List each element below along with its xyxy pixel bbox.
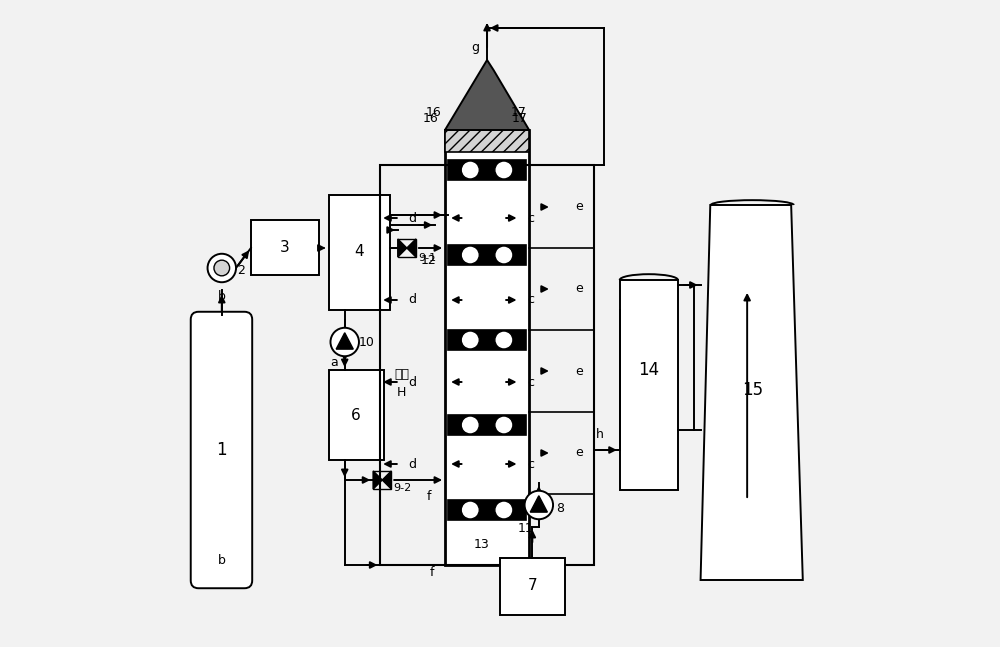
Ellipse shape xyxy=(495,501,513,519)
Bar xyxy=(445,130,529,565)
Polygon shape xyxy=(701,205,803,580)
Bar xyxy=(448,415,526,435)
Text: e: e xyxy=(575,364,583,377)
Polygon shape xyxy=(407,239,416,257)
Text: c: c xyxy=(528,457,535,470)
Text: h: h xyxy=(596,428,604,441)
Text: b: b xyxy=(218,553,226,567)
Text: 9-1: 9-1 xyxy=(418,253,437,263)
Text: 8: 8 xyxy=(556,501,564,514)
Ellipse shape xyxy=(461,331,479,349)
Text: d: d xyxy=(409,457,417,470)
Polygon shape xyxy=(373,471,382,489)
Text: c: c xyxy=(528,375,535,388)
Circle shape xyxy=(330,328,359,356)
Polygon shape xyxy=(336,333,353,349)
Bar xyxy=(380,165,594,565)
Text: 16: 16 xyxy=(426,105,442,118)
Polygon shape xyxy=(382,471,391,489)
Polygon shape xyxy=(398,239,407,257)
Circle shape xyxy=(208,254,236,282)
Bar xyxy=(398,239,416,257)
Ellipse shape xyxy=(495,246,513,264)
Text: 9-2: 9-2 xyxy=(393,483,411,493)
Text: 2: 2 xyxy=(237,263,245,276)
Text: 17: 17 xyxy=(511,111,527,124)
Text: 间距: 间距 xyxy=(394,369,409,382)
Text: 13: 13 xyxy=(474,538,490,551)
Bar xyxy=(500,558,565,615)
Text: a: a xyxy=(330,355,338,369)
Text: f: f xyxy=(427,490,431,503)
Ellipse shape xyxy=(461,416,479,434)
Text: 10: 10 xyxy=(359,336,375,349)
Text: 3: 3 xyxy=(280,241,289,256)
Bar xyxy=(329,370,384,460)
Text: 15: 15 xyxy=(742,381,763,399)
Text: g: g xyxy=(471,41,479,54)
Text: 17: 17 xyxy=(510,105,526,118)
Text: 12: 12 xyxy=(421,254,437,267)
Text: 4: 4 xyxy=(354,245,364,259)
Text: d: d xyxy=(409,294,417,307)
Ellipse shape xyxy=(495,416,513,434)
Circle shape xyxy=(525,491,553,520)
Ellipse shape xyxy=(461,161,479,179)
Bar xyxy=(448,245,526,265)
Text: 6: 6 xyxy=(351,408,361,422)
Text: 7: 7 xyxy=(528,578,537,593)
Polygon shape xyxy=(530,496,547,512)
FancyBboxPatch shape xyxy=(445,130,529,152)
Ellipse shape xyxy=(495,331,513,349)
Text: e: e xyxy=(575,201,583,214)
Bar xyxy=(448,500,526,520)
Text: 11: 11 xyxy=(518,521,534,534)
Bar xyxy=(329,195,390,310)
Bar xyxy=(620,280,678,490)
Text: d: d xyxy=(409,212,417,225)
Bar xyxy=(448,160,526,180)
Text: b: b xyxy=(218,289,226,303)
Text: 16: 16 xyxy=(422,111,438,124)
Polygon shape xyxy=(445,60,529,130)
Text: d: d xyxy=(409,375,417,388)
Text: c: c xyxy=(528,212,535,225)
Text: c: c xyxy=(528,294,535,307)
Circle shape xyxy=(214,260,230,276)
Text: e: e xyxy=(575,446,583,459)
Text: 14: 14 xyxy=(638,361,659,379)
Bar xyxy=(251,220,319,275)
Text: 1: 1 xyxy=(216,441,227,459)
Ellipse shape xyxy=(495,161,513,179)
Bar xyxy=(373,471,391,489)
Ellipse shape xyxy=(461,501,479,519)
Text: f: f xyxy=(430,565,434,578)
Ellipse shape xyxy=(461,246,479,264)
Text: H: H xyxy=(397,386,406,399)
Text: e: e xyxy=(575,283,583,296)
Bar xyxy=(448,330,526,350)
FancyBboxPatch shape xyxy=(191,312,252,588)
